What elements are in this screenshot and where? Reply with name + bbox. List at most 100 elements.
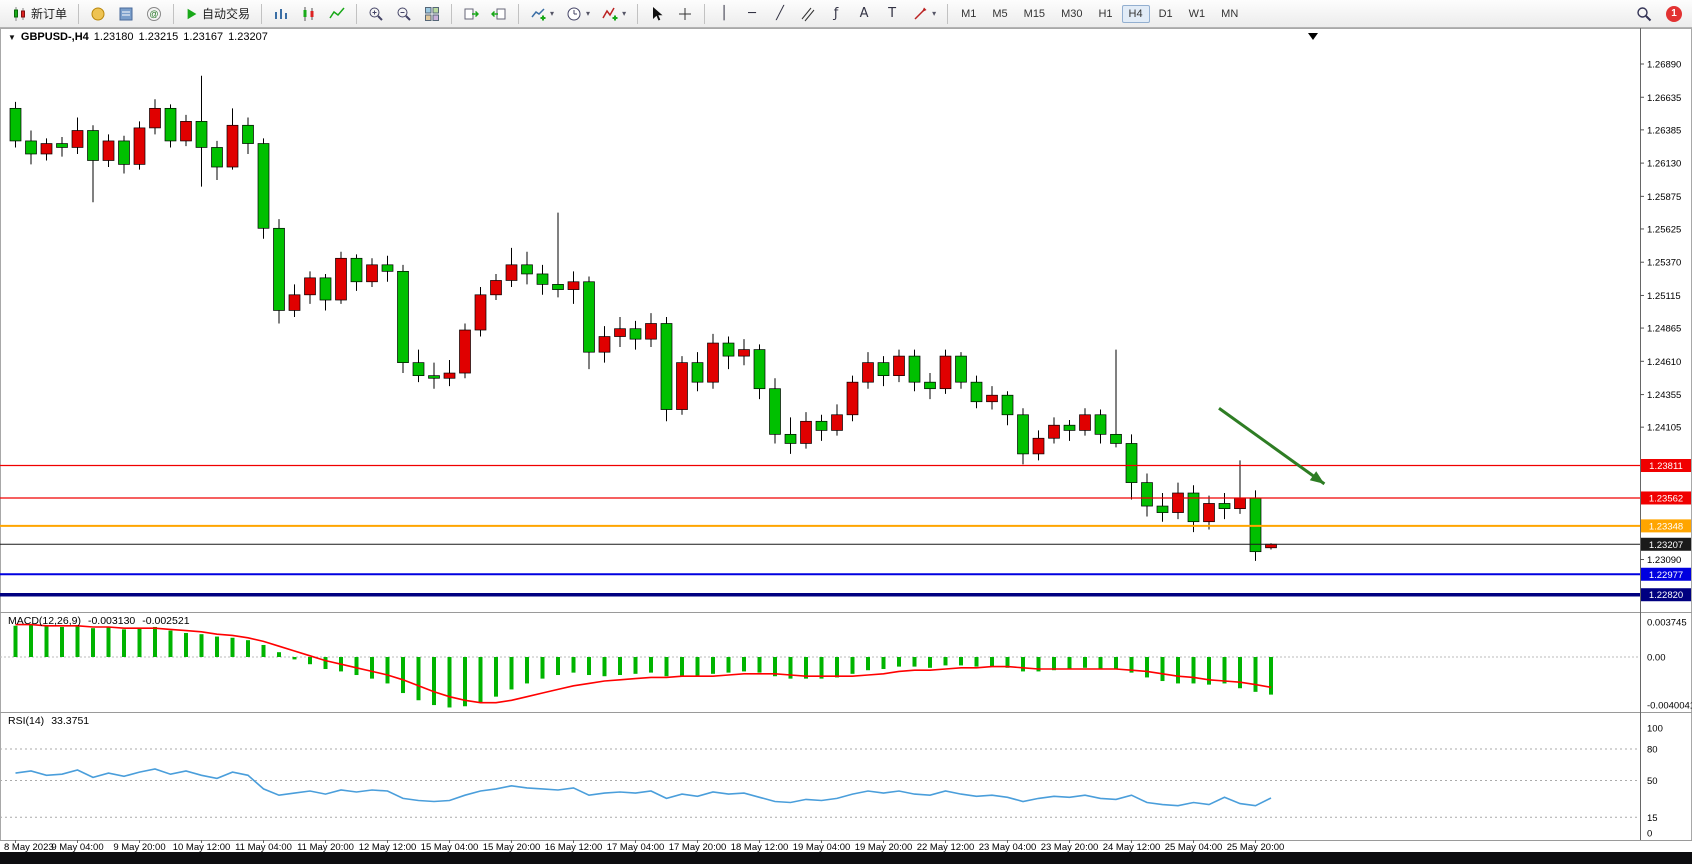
bar-chart-button[interactable] xyxy=(268,2,294,26)
fibonacci-icon: ƒ xyxy=(833,6,839,21)
svg-text:1.23090: 1.23090 xyxy=(1647,555,1681,566)
vertical-line-icon: │ xyxy=(720,6,728,21)
vertical-line-button[interactable]: │ xyxy=(711,2,737,26)
timeframe-mn[interactable]: MN xyxy=(1221,7,1239,20)
zoom-in-button[interactable] xyxy=(363,2,389,26)
svg-text:18 May 12:00: 18 May 12:00 xyxy=(731,842,789,852)
search-icon xyxy=(1637,6,1652,21)
chart-shift-button[interactable] xyxy=(486,2,512,26)
market-watch-icon xyxy=(91,7,105,20)
chevron-down-icon: ▾ xyxy=(550,9,555,18)
zoom-in-icon xyxy=(369,7,383,21)
new-chart-button[interactable]: ▾ xyxy=(525,2,559,26)
svg-text:0: 0 xyxy=(1647,829,1652,840)
toolbar-separator xyxy=(78,3,80,24)
timeframe-d1[interactable]: D1 xyxy=(1158,7,1173,20)
svg-text:1.23562: 1.23562 xyxy=(1649,493,1683,504)
timeframe-m30[interactable]: M30 xyxy=(1061,7,1083,20)
rsi-value: 33.3751 xyxy=(51,715,90,727)
svg-text:1.24105: 1.24105 xyxy=(1647,423,1681,434)
toolbar-separator xyxy=(637,3,639,24)
timeframe-m15[interactable]: M15 xyxy=(1023,7,1046,20)
text-label-icon: T xyxy=(888,6,897,21)
fibonacci-button[interactable]: ƒ xyxy=(823,2,849,26)
toolbar-separator xyxy=(947,3,949,24)
chart-symbol-period: GBPUSD-,H4 xyxy=(20,31,89,43)
chevron-down-icon: ▾ xyxy=(932,9,937,18)
timeframe-w1[interactable]: W1 xyxy=(1188,7,1206,20)
terminal-button[interactable]: @ xyxy=(141,2,167,26)
text-label-button[interactable]: T xyxy=(879,2,905,26)
text-button[interactable]: A xyxy=(851,2,877,26)
notifications-badge[interactable]: 1 xyxy=(1666,5,1682,22)
toolbar-separator xyxy=(356,3,358,24)
timeframe-h1[interactable]: H1 xyxy=(1098,7,1113,20)
svg-text:50: 50 xyxy=(1647,776,1658,787)
svg-text:25 May 20:00: 25 May 20:00 xyxy=(1227,842,1285,852)
new-order-icon xyxy=(14,6,25,21)
equidistant-channel-icon xyxy=(801,7,815,21)
svg-text:23 May 20:00: 23 May 20:00 xyxy=(1041,842,1099,852)
chevron-down-icon: ▾ xyxy=(586,9,591,18)
autotrading-button[interactable]: 自动交易 xyxy=(180,2,255,26)
svg-text:100: 100 xyxy=(1647,724,1663,735)
tile-windows-button[interactable] xyxy=(419,2,445,26)
arrows-button[interactable]: ▾ xyxy=(907,2,941,26)
candlestick-chart-button[interactable] xyxy=(296,2,322,26)
svg-text:1.26635: 1.26635 xyxy=(1647,93,1681,104)
tile-windows-icon xyxy=(425,6,440,21)
rsi-name: RSI(14) xyxy=(8,715,45,727)
svg-text:25 May 04:00: 25 May 04:00 xyxy=(1165,842,1223,852)
svg-text:80: 80 xyxy=(1647,745,1658,756)
bar-chart-icon xyxy=(275,8,288,19)
rsi-label: RSI(14) 33.3751 xyxy=(8,715,89,727)
svg-text:1.23207: 1.23207 xyxy=(1649,540,1683,551)
timeframe-m1[interactable]: M1 xyxy=(961,7,977,20)
chart-window: 1.26890 1.26635 1.26385 1.26130 1.25875 1.256… xyxy=(0,28,1692,852)
chart-collapse-icon[interactable]: ▼ xyxy=(8,32,16,42)
autotrading-label: 自动交易 xyxy=(202,7,251,21)
svg-text:-0.0040041: -0.0040041 xyxy=(1647,701,1692,712)
zoom-out-button[interactable] xyxy=(391,2,417,26)
macd-name: MACD(12,26,9) xyxy=(8,615,81,627)
trendline-icon: ╱ xyxy=(776,6,784,21)
price-chart[interactable]: 1.26890 1.26635 1.26385 1.26130 1.25875 1.256… xyxy=(0,28,1692,852)
market-watch-button[interactable] xyxy=(85,2,111,26)
indicators-button[interactable]: ▾ xyxy=(597,2,631,26)
svg-text:1.25625: 1.25625 xyxy=(1647,224,1681,235)
svg-text:8 May 2023: 8 May 2023 xyxy=(4,842,54,852)
toolbar: 新订单 @ 自动交易 ▾ ▾ xyxy=(0,0,1692,28)
svg-text:15 May 20:00: 15 May 20:00 xyxy=(483,842,541,852)
equidistant-channel-button[interactable] xyxy=(795,2,821,26)
line-chart-icon xyxy=(329,7,345,18)
horizontal-line-button[interactable]: ─ xyxy=(739,2,765,26)
line-chart-button[interactable] xyxy=(324,2,350,26)
svg-text:11 May 04:00: 11 May 04:00 xyxy=(235,842,292,852)
periodicity-button[interactable]: ▾ xyxy=(561,2,595,26)
svg-text:17 May 04:00: 17 May 04:00 xyxy=(607,842,665,852)
auto-scroll-icon xyxy=(464,8,480,19)
svg-text:0.003745: 0.003745 xyxy=(1647,618,1687,629)
timeframe-m5[interactable]: M5 xyxy=(992,7,1008,20)
toolbar-separator xyxy=(518,3,520,24)
chart-open: 1.23180 xyxy=(93,31,134,43)
chart-low: 1.23167 xyxy=(183,31,224,43)
cursor-icon xyxy=(653,6,663,20)
trendline-button[interactable]: ╱ xyxy=(767,2,793,26)
navigator-button[interactable] xyxy=(113,2,139,26)
search-button[interactable] xyxy=(1631,2,1657,26)
new-order-button[interactable]: 新订单 xyxy=(7,2,72,26)
bottom-strip xyxy=(0,852,1692,864)
svg-text:19 May 04:00: 19 May 04:00 xyxy=(793,842,851,852)
svg-text:22 May 12:00: 22 May 12:00 xyxy=(917,842,975,852)
auto-scroll-button[interactable] xyxy=(458,2,484,26)
svg-text:15 May 04:00: 15 May 04:00 xyxy=(421,842,479,852)
crosshair-button[interactable] xyxy=(672,2,698,26)
timeframe-h4[interactable]: H4 xyxy=(1121,4,1150,23)
cursor-button[interactable] xyxy=(644,2,670,26)
svg-text:15: 15 xyxy=(1647,813,1658,824)
zoom-out-icon xyxy=(397,7,411,21)
svg-text:1.26130: 1.26130 xyxy=(1647,159,1681,170)
svg-text:1.26385: 1.26385 xyxy=(1647,125,1681,136)
svg-text:1.22820: 1.22820 xyxy=(1649,590,1683,601)
